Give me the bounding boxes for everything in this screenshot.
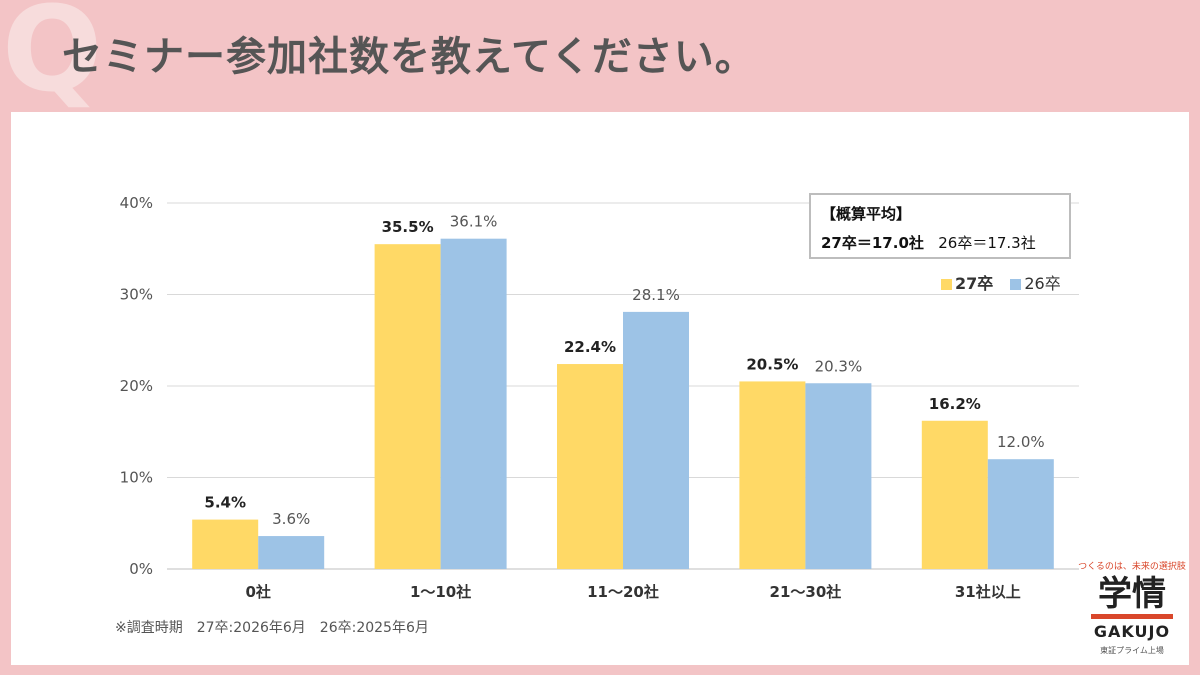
- logo-en: GAKUJO: [1093, 622, 1171, 642]
- legend-item-26: 26卒: [1010, 274, 1061, 293]
- y-tick-label: 20%: [120, 377, 153, 395]
- bar-26: [258, 536, 325, 569]
- legend-swatch-27: [941, 279, 952, 290]
- legend-label-27: 27卒: [955, 274, 994, 293]
- bar-27: [557, 364, 623, 569]
- logo-sub: 東証プライム上場: [1100, 646, 1164, 656]
- legend-label-26: 26卒: [1024, 274, 1061, 293]
- x-tick-label: 1～10社: [410, 583, 471, 601]
- x-tick-label: 11～20社: [587, 583, 659, 601]
- data-label-26: 20.3%: [815, 357, 863, 375]
- chart-legend: 27卒 26卒: [941, 270, 1073, 294]
- logo-bar: [1091, 614, 1173, 620]
- legend-item-27: 27卒: [941, 274, 998, 293]
- bar-26: [623, 311, 689, 569]
- bar-26: [987, 459, 1054, 569]
- bar-26: [440, 238, 507, 569]
- x-tick-label: 21～30社: [770, 583, 842, 601]
- survey-period-note: ※調査時期 27卒:2026年6月 26卒:2025年6月: [115, 620, 429, 636]
- y-tick-label: 40%: [120, 194, 153, 212]
- bar-27: [739, 381, 806, 569]
- data-label-27: 35.5%: [382, 218, 434, 236]
- data-label-26: 3.6%: [272, 510, 310, 528]
- average-27: 27卒＝17.0社: [821, 234, 924, 252]
- data-label-27: 20.5%: [746, 355, 798, 373]
- data-label-27: 22.4%: [564, 338, 616, 356]
- chart-panel: 0% 10% 20% 30% 40% 5.4% 3.6% 0社 35.5% 36.1% 1～10社 2…: [11, 112, 1189, 665]
- x-tick-label: 0社: [245, 583, 270, 601]
- data-label-27: 5.4%: [204, 494, 246, 512]
- bar-chart: 0% 10% 20% 30% 40% 5.4% 3.6% 0社 35.5% 36.1% 1～10社 2…: [120, 194, 1079, 601]
- gakujo-logo: つくるのは、未来の選択肢 学情 GAKUJO 東証プライム上場: [1077, 559, 1187, 656]
- y-tick-label: 30%: [120, 286, 153, 304]
- average-box: 【概算平均】 27卒＝17.0社 26卒＝17.3社: [809, 193, 1071, 259]
- data-label-26: 12.0%: [997, 433, 1045, 451]
- question-mark-decoration: Q: [2, 0, 103, 118]
- y-tick-label: 10%: [120, 469, 153, 487]
- legend-swatch-26: [1010, 279, 1022, 290]
- average-26: 26卒＝17.3社: [938, 234, 1036, 252]
- bar-27: [374, 244, 441, 570]
- data-label-26: 36.1%: [450, 213, 498, 231]
- bar-26: [805, 383, 872, 569]
- average-box-title: 【概算平均】: [821, 205, 912, 223]
- logo-tagline: つくるのは、未来の選択肢: [1078, 562, 1186, 572]
- data-label-26: 28.1%: [632, 286, 680, 304]
- bar-27: [192, 519, 259, 569]
- data-label-27: 16.2%: [929, 395, 981, 413]
- bar-27: [921, 420, 988, 569]
- logo-kanji: 学情: [1098, 574, 1166, 614]
- x-tick-label: 31社以上: [955, 583, 1021, 601]
- y-tick-label: 0%: [129, 560, 153, 578]
- page-title: セミナー参加社数を教えてください。: [62, 34, 756, 80]
